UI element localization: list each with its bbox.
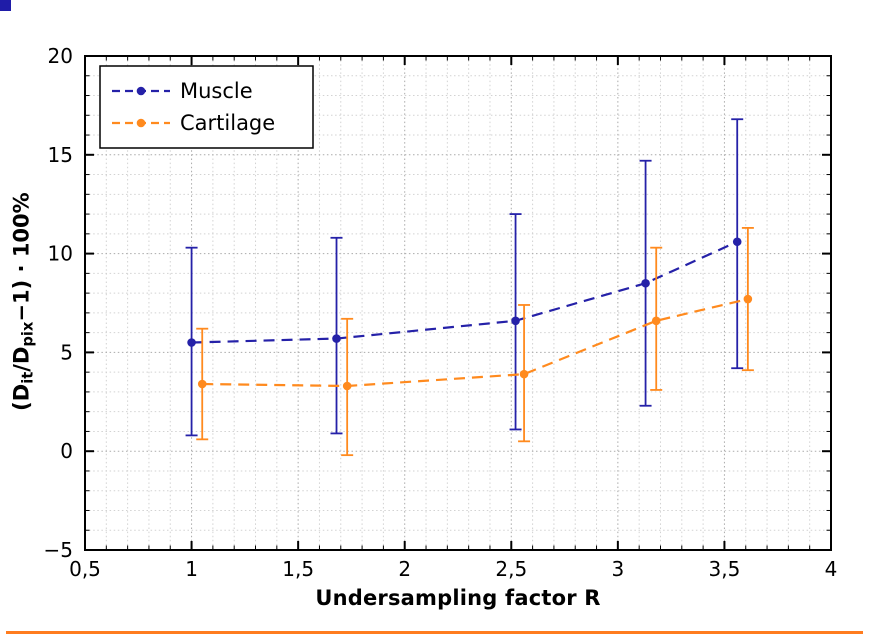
y-tick-label: 5: [60, 340, 73, 364]
legend-marker: [136, 118, 146, 128]
x-tick-label: 0,5: [69, 557, 101, 581]
data-point-marker: [342, 381, 352, 391]
x-tick-label: 2: [398, 557, 411, 581]
data-point-marker: [732, 237, 742, 247]
y-axis-label-subscript: it: [19, 371, 37, 384]
data-point-marker: [511, 316, 520, 326]
x-tick-label: 3: [611, 557, 624, 581]
y-axis-label-part: (D: [9, 383, 34, 411]
legend: Muscle Cartilage: [99, 65, 314, 149]
data-point-marker: [332, 334, 341, 343]
data-point-marker: [519, 369, 529, 379]
x-tick-label: 4: [825, 557, 838, 581]
y-tick-label: −5: [44, 538, 73, 562]
data-point-marker: [641, 278, 650, 288]
series-cartilage: [196, 227, 754, 457]
x-tick-label: 1: [185, 557, 198, 581]
y-axis-label-part: /D: [9, 346, 34, 372]
legend-box: [99, 65, 314, 149]
legend-entry-label: Cartilage: [180, 111, 275, 135]
plot-border: [84, 55, 832, 551]
bottom-strip-decoration: [6, 631, 863, 634]
legend-entry-label: Muscle: [180, 79, 253, 103]
data-point-marker: [651, 316, 661, 326]
data-point-marker: [743, 294, 753, 304]
y-axis-label: (Dit/Dpix−1) · 100%: [9, 72, 36, 532]
series-line: [202, 297, 749, 388]
y-tick-label: 20: [48, 44, 73, 68]
y-tick-label: 10: [48, 242, 73, 266]
y-tick-label: 0: [60, 439, 73, 463]
y-axis-label-subscript: pix: [19, 321, 37, 347]
errorbar-chart: 0,5 1 1,5 2 2,5 3 3,5 4 −5 0 5 10 15 20 Muscle Cartilag…: [44, 44, 838, 581]
x-tick-label: 1,5: [282, 557, 314, 581]
legend-marker: [136, 86, 146, 96]
x-tick-label: 3,5: [709, 557, 741, 581]
y-tick-label: 15: [48, 143, 73, 167]
data-point-marker: [187, 338, 196, 347]
x-tick-label: 2,5: [495, 557, 527, 581]
corner-decoration: [0, 0, 11, 11]
x-axis-label: Undersampling factor R: [315, 586, 601, 610]
series-muscle: [185, 118, 744, 437]
y-axis-label-part: −1) · 100%: [9, 192, 34, 322]
data-point-marker: [197, 379, 207, 389]
tick-labels: 0,5 1 1,5 2 2,5 3 3,5 4 −5 0 5 10 15 20: [44, 44, 838, 581]
